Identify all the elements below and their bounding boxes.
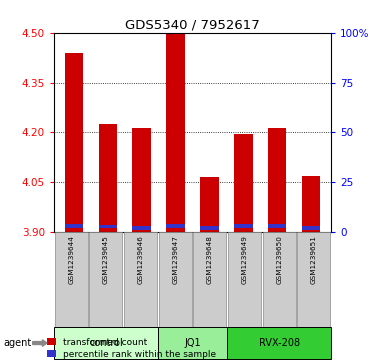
Text: control: control [89,338,123,348]
Text: GSM1239645: GSM1239645 [103,235,109,284]
Bar [65,53,84,232]
Text: GSM1239648: GSM1239648 [207,235,213,284]
Text: JQ1: JQ1 [184,338,201,348]
Bar [234,134,253,232]
Bar [99,124,117,232]
Bar [166,224,185,228]
Text: GSM1239649: GSM1239649 [241,235,248,284]
Bar [301,227,320,230]
Text: agent: agent [4,338,32,348]
Text: GSM1239651: GSM1239651 [311,235,317,284]
Text: GSM1239650: GSM1239650 [276,235,282,284]
Legend: transformed count, percentile rank within the sample: transformed count, percentile rank withi… [43,334,219,362]
Title: GDS5340 / 7952617: GDS5340 / 7952617 [125,19,260,32]
Bar [200,227,219,230]
Text: GSM1239646: GSM1239646 [137,235,144,284]
Text: RVX-208: RVX-208 [259,338,300,348]
Bar [132,127,151,232]
Bar [132,227,151,230]
Text: GSM1239644: GSM1239644 [68,235,74,284]
Bar [268,127,286,232]
Text: GSM1239647: GSM1239647 [172,235,178,284]
Bar [268,224,286,228]
Bar [99,225,117,228]
Bar [65,224,84,228]
Bar [166,34,185,232]
Bar [200,178,219,232]
Bar [234,224,253,228]
Bar [301,176,320,232]
